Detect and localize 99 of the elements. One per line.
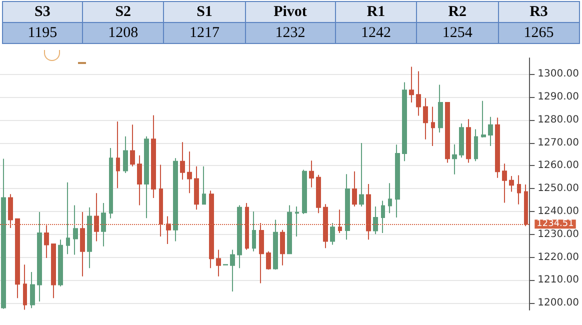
category-label: S1 <box>164 2 246 22</box>
candlestick <box>87 206 92 269</box>
y-tick-label: 1210.00 <box>538 274 580 286</box>
candlestick <box>395 144 400 218</box>
candlestick <box>273 219 278 270</box>
candlestick <box>194 166 199 210</box>
candlestick <box>366 184 371 240</box>
candlestick <box>30 271 35 309</box>
candlestick <box>381 200 385 234</box>
candlestick <box>474 128 478 162</box>
y-tick-label: 1220.00 <box>538 252 580 263</box>
candlestick <box>180 142 185 180</box>
y-tick-label: 1250.00 <box>538 183 580 194</box>
candlestick <box>130 124 135 167</box>
candlestick <box>416 70 421 116</box>
candlestick <box>517 174 521 205</box>
candlestick <box>452 144 457 175</box>
candlestick <box>338 209 342 234</box>
candlestick <box>237 204 242 269</box>
y-tick-label: 1280.00 <box>538 114 580 126</box>
candlestick <box>409 66 414 103</box>
candlestick <box>123 136 128 174</box>
candlestick <box>137 154 142 206</box>
data-label: 1208 <box>82 22 164 44</box>
data-label: 1265 <box>498 22 580 44</box>
candlestick <box>287 204 292 254</box>
candlestick <box>245 202 249 250</box>
candlestick <box>459 123 464 158</box>
candlestick <box>209 190 214 269</box>
candlestick <box>302 169 307 215</box>
candlestick <box>266 250 271 270</box>
category-label: Pivot <box>245 2 336 22</box>
candlestick <box>373 206 378 235</box>
candlestick <box>352 170 357 207</box>
data-label: 1217 <box>164 22 246 44</box>
candlestick <box>345 174 350 240</box>
candlestick <box>94 192 99 242</box>
candlestick <box>23 264 27 310</box>
candlestick <box>66 182 70 255</box>
candlestick <box>438 84 443 133</box>
data-label: 1195 <box>2 22 82 44</box>
category-label: S3 <box>2 2 82 22</box>
candlestick <box>309 160 314 188</box>
candlestick <box>159 164 163 237</box>
candlestick <box>388 182 392 214</box>
candlestick <box>295 206 299 237</box>
candlestick <box>166 216 171 245</box>
candlestick <box>316 174 321 214</box>
candlestick <box>280 229 285 266</box>
candlestick <box>151 114 156 198</box>
candlestick <box>323 204 328 249</box>
candlestick <box>445 102 450 164</box>
y-tick-label: 1200.00 <box>538 298 580 309</box>
candlestick <box>259 222 264 284</box>
candlestick <box>252 210 256 252</box>
candlestick <box>73 204 78 256</box>
candlestick <box>15 218 20 299</box>
candlestick <box>51 244 56 299</box>
data-label: 1242 <box>335 22 417 44</box>
candlestick <box>502 163 507 204</box>
candlestick <box>109 148 113 219</box>
candlestick <box>202 166 206 206</box>
candlestick <box>524 184 528 227</box>
category-label: R1 <box>335 2 417 22</box>
category-label: S2 <box>82 2 164 22</box>
candlestick <box>187 150 192 194</box>
candlestick <box>8 194 13 228</box>
y-tick-label: 1300.00 <box>538 68 580 80</box>
candlestick <box>230 249 235 292</box>
candlestick <box>216 249 221 277</box>
candlestick <box>402 82 407 162</box>
data-label: 1254 <box>416 22 498 44</box>
candlestick <box>144 136 149 219</box>
candlestick <box>101 202 106 247</box>
y-tick-label: 1270.00 <box>538 137 580 148</box>
candlestick <box>1 158 6 310</box>
candlestick <box>466 118 471 164</box>
y-tick-label: 1290.00 <box>538 91 580 102</box>
candlestick <box>37 211 42 302</box>
candlestick <box>80 211 85 277</box>
candlestick <box>330 222 335 246</box>
candlestick <box>44 224 49 258</box>
y-tick-label: 1260.00 <box>538 160 580 172</box>
category-label: R2 <box>416 2 498 22</box>
y-tick-label: 1240.00 <box>538 206 580 217</box>
category-label: R3 <box>498 2 580 22</box>
candlestick <box>58 239 63 287</box>
y-tick-label: 1230.00 <box>538 228 580 240</box>
candlestick <box>495 117 500 178</box>
candlestick <box>488 116 493 146</box>
data-label: 1232 <box>245 22 336 44</box>
candlestick <box>173 158 178 242</box>
candlestick <box>116 120 120 189</box>
candlestick <box>423 98 428 140</box>
candlestick <box>481 100 486 138</box>
candlestick <box>359 142 364 207</box>
ref-line-label: 1234.51 <box>536 219 574 230</box>
candlestick <box>431 106 435 146</box>
candlestick <box>509 175 514 192</box>
